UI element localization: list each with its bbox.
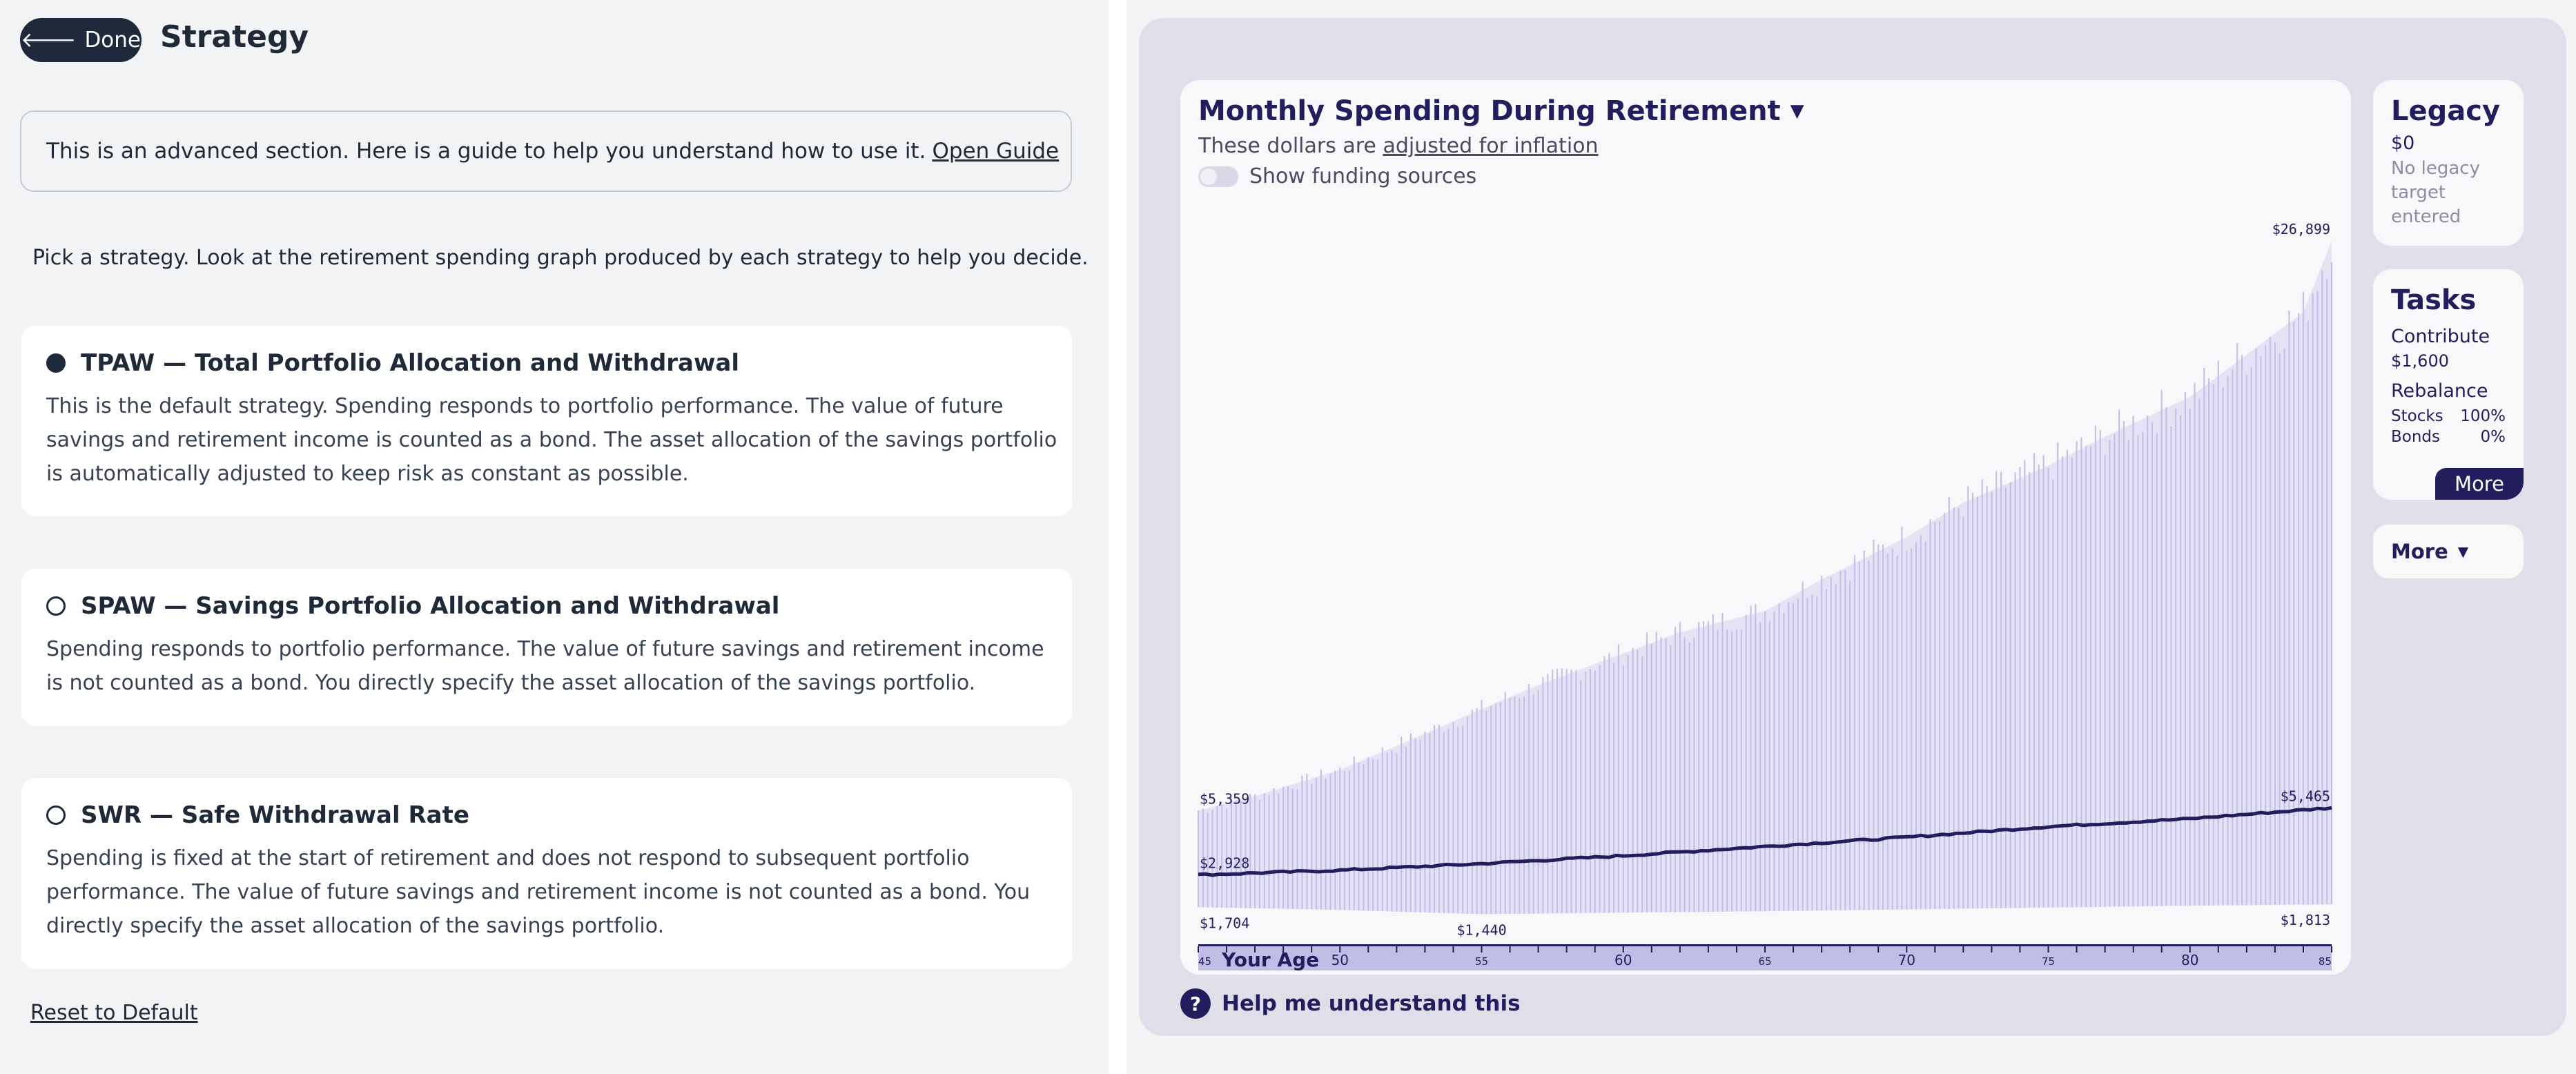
toggle-label: Show funding sources [1249, 164, 1477, 188]
legacy-note: No legacy target entered [2391, 158, 2480, 227]
results-panel: $26,899 $5,359 $5,465 $2,928 $1,704 $1,440 $1,… [1139, 18, 2566, 1036]
strategy-title: SPAW — Savings Portfolio Allocation and … [81, 592, 780, 620]
tasks-title: Tasks [2391, 284, 2477, 316]
arrow-left-icon: 🡐 [20, 28, 77, 52]
strategy-description: Spending responds to portfolio performan… [46, 637, 1044, 695]
strategy-option-swr[interactable]: SWR — Safe Withdrawal Rate Spending is f… [21, 778, 1072, 969]
strategy-title: SWR — Safe Withdrawal Rate [81, 801, 469, 829]
strategy-option-tpaw[interactable]: TPAW — Total Portfolio Allocation and Wi… [21, 326, 1072, 516]
value-annotation: $2,928 [1200, 855, 1249, 871]
chart-title: Monthly Spending During Retirement [1198, 95, 1781, 127]
chart-subtitle: These dollars are adjusted for inflation [1198, 134, 1599, 158]
open-guide-link[interactable]: Open Guide [932, 139, 1060, 164]
value-annotation: $1,813 [2281, 912, 2330, 928]
subtitle-prefix: These dollars are [1198, 134, 1376, 158]
axis-label: Your Age [1222, 948, 1320, 971]
radio-selected-icon[interactable] [46, 353, 66, 373]
legacy-title: Legacy [2391, 95, 2501, 127]
reset-to-default-link[interactable]: Reset to Default [30, 1001, 198, 1025]
stocks-row: Stocks 100% [2391, 407, 2506, 425]
toggle-knob [1200, 168, 1217, 185]
funding-sources-toggle-row: Show funding sources [1198, 164, 1476, 188]
stocks-value: 100% [2460, 407, 2506, 425]
guide-text: This is an advanced section. Here is a g… [46, 139, 926, 164]
contribute-label: Contribute [2391, 326, 2490, 347]
funding-sources-toggle[interactable] [1198, 166, 1238, 187]
radio-unselected-icon[interactable] [46, 596, 66, 616]
bonds-label: Bonds [2391, 428, 2441, 446]
radio-unselected-icon[interactable] [46, 806, 66, 825]
median-spending-line [1198, 806, 2332, 877]
stocks-label: Stocks [2391, 407, 2443, 425]
question-icon: ? [1180, 988, 1211, 1019]
legacy-card[interactable]: Legacy $0 No legacy target entered [2373, 80, 2524, 246]
value-annotation: $1,440 [1456, 921, 1506, 938]
caret-down-icon: ▼ [1790, 101, 1804, 121]
spending-chart-card: $26,899 $5,359 $5,465 $2,928 $1,704 $1,440 $1,… [1180, 80, 2351, 975]
monthly-bars [1197, 262, 2333, 915]
tasks-more-button[interactable]: More [2435, 468, 2524, 500]
done-button[interactable]: 🡐 Done [20, 18, 142, 62]
strategy-title: TPAW — Total Portfolio Allocation and Wi… [81, 349, 740, 377]
strategy-description: This is the default strategy. Spending r… [46, 394, 1057, 486]
more-menu-button[interactable]: More ▼ [2373, 525, 2524, 578]
chart-title-dropdown[interactable]: Monthly Spending During Retirement ▼ [1198, 95, 1804, 127]
guide-notice: This is an advanced section. Here is a g… [20, 110, 1072, 192]
page-title: Strategy [160, 19, 309, 55]
bonds-value: 0% [2480, 428, 2506, 446]
more-label: More [2391, 540, 2448, 563]
rebalance-label: Rebalance [2391, 380, 2488, 402]
done-label: Done [84, 28, 141, 52]
caret-down-icon: ▼ [2457, 543, 2469, 560]
strategy-description: Spending is fixed at the start of retire… [46, 846, 1031, 938]
tasks-card: Tasks Contribute $1,600 Rebalance Stocks… [2373, 269, 2524, 500]
legacy-value: $0 [2391, 133, 2415, 154]
panel-divider [1109, 0, 1126, 1074]
strategy-option-spaw[interactable]: SPAW — Savings Portfolio Allocation and … [21, 569, 1072, 726]
help-label: Help me understand this [1222, 991, 1521, 1016]
value-annotation: $5,359 [1200, 790, 1249, 807]
help-link[interactable]: ? Help me understand this [1180, 988, 1521, 1019]
value-annotation: $1,704 [1200, 915, 1249, 931]
spending-chart: $26,899 $5,359 $5,465 $2,928 $1,704 $1,440 $1,… [1197, 221, 2333, 938]
value-annotation: $26,899 [2272, 221, 2330, 237]
strategy-intro: Pick a strategy. Look at the retirement … [32, 246, 1089, 270]
contribute-amount: $1,600 [2391, 351, 2449, 371]
strategy-panel: 🡐 Done Strategy This is an advanced sect… [0, 0, 1109, 1074]
bonds-row: Bonds 0% [2391, 428, 2506, 446]
value-annotation: $5,465 [2281, 788, 2330, 804]
inflation-link[interactable]: adjusted for inflation [1383, 134, 1599, 158]
age-axis-bar[interactable] [1198, 944, 2332, 970]
